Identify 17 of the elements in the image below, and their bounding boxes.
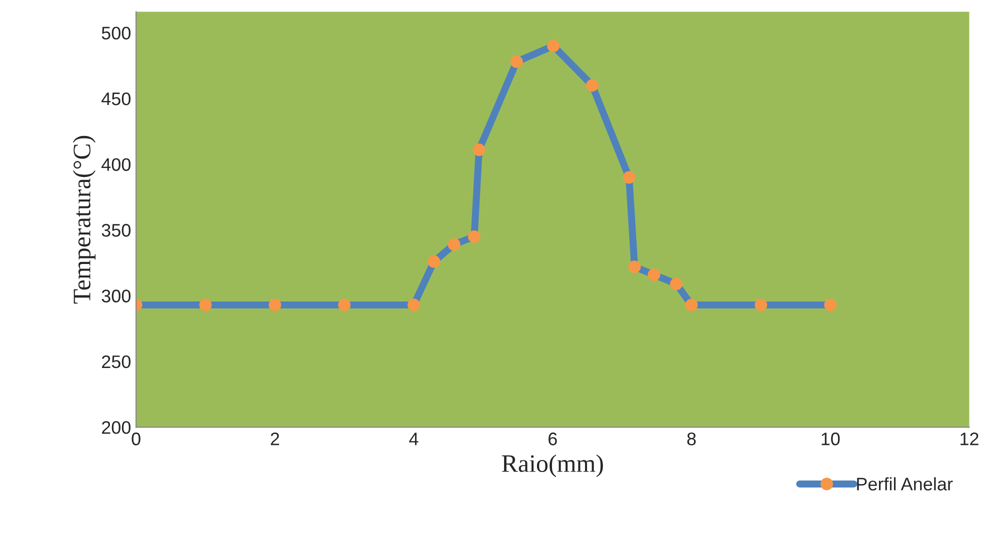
x-tick-label: 4 (409, 432, 418, 446)
y-tick-label: 200 (102, 421, 131, 434)
x-tick-label: 6 (548, 432, 557, 446)
y-tick-label: 300 (102, 290, 131, 302)
x-tick-label: 0 (132, 432, 140, 446)
x-tick-label: 12 (960, 432, 978, 446)
y-axis-title: Temperatura(°C) (72, 136, 96, 304)
legend-label: Perfil Anelar (857, 477, 953, 490)
x-tick-label: 2 (270, 432, 280, 446)
y-tick-label: 500 (102, 26, 131, 40)
x-tick-label: 8 (687, 432, 696, 446)
y-tick-label: 400 (102, 158, 131, 171)
x-tick-label: 10 (822, 432, 840, 446)
y-tick-label: 350 (102, 224, 131, 237)
y-tick-label: 250 (102, 355, 131, 368)
y-tick-label: 450 (102, 92, 131, 106)
x-axis-title: Raio(mm) (502, 454, 603, 478)
